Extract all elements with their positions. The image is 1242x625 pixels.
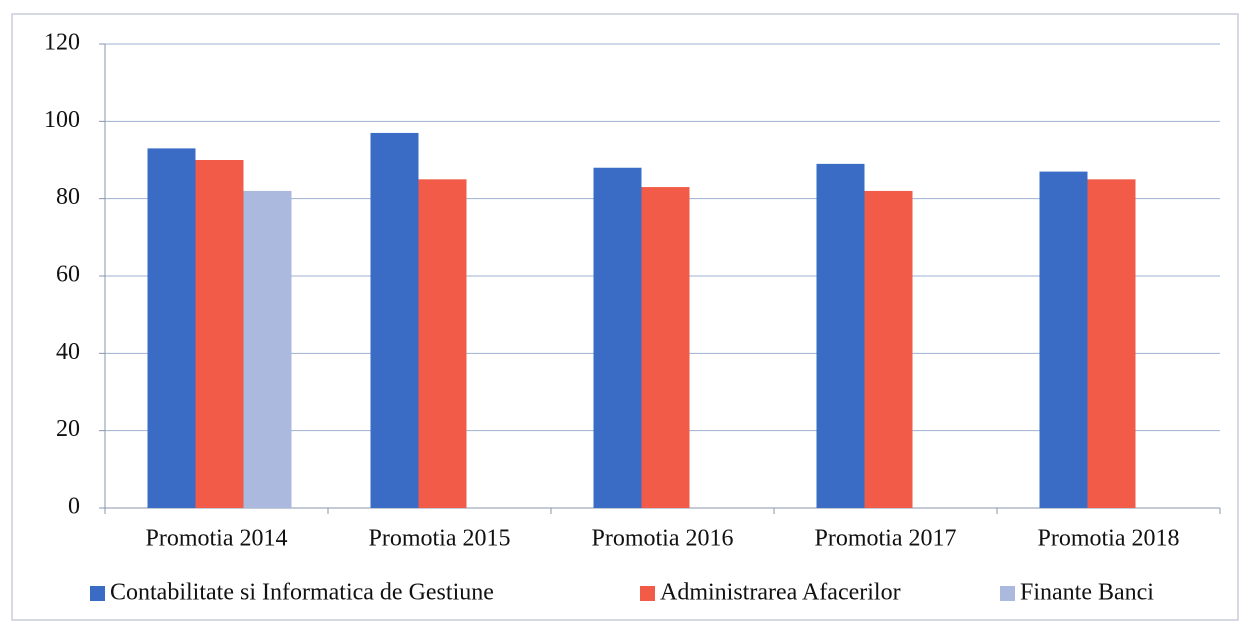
y-tick-label: 40 bbox=[56, 339, 80, 365]
y-tick-label: 80 bbox=[56, 184, 80, 210]
bar bbox=[593, 167, 642, 508]
y-tick-label: 60 bbox=[56, 262, 80, 288]
bar bbox=[147, 148, 196, 508]
x-tick-label: Promotia 2016 bbox=[592, 526, 734, 552]
bar bbox=[243, 190, 292, 508]
y-tick-label: 20 bbox=[56, 416, 80, 442]
legend-label: Administrarea Afacerilor bbox=[660, 580, 901, 606]
legend-label: Finante Banci bbox=[1020, 580, 1154, 606]
y-tick-label: 120 bbox=[44, 30, 80, 56]
y-tick-label: 100 bbox=[44, 107, 80, 133]
chart-border bbox=[11, 13, 1239, 621]
bar bbox=[418, 179, 467, 509]
bar bbox=[1039, 171, 1088, 508]
bar bbox=[816, 163, 865, 508]
legend-swatch bbox=[90, 586, 105, 601]
bar bbox=[864, 190, 913, 508]
bar bbox=[1087, 179, 1136, 509]
legend-label: Contabilitate si Informatica de Gestiune bbox=[110, 580, 494, 606]
y-tick-label: 0 bbox=[68, 494, 80, 520]
x-tick-label: Promotia 2014 bbox=[146, 526, 288, 552]
x-tick-label: Promotia 2018 bbox=[1038, 526, 1180, 552]
bar bbox=[370, 132, 419, 508]
bar bbox=[195, 160, 244, 508]
legend-swatch bbox=[1000, 586, 1015, 601]
x-tick-label: Promotia 2017 bbox=[815, 526, 957, 552]
bar bbox=[641, 187, 690, 509]
legend-swatch bbox=[640, 586, 655, 601]
x-tick-label: Promotia 2015 bbox=[369, 526, 511, 552]
